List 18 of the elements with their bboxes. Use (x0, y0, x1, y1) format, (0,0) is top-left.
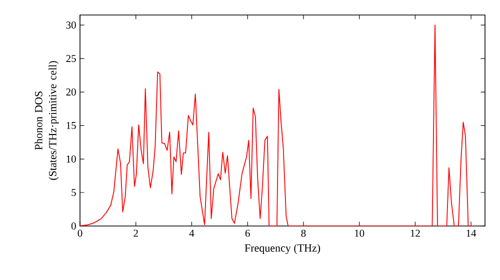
x-axis-title: Frequency (THz) (244, 244, 320, 254)
y-tick-label: 15 (66, 122, 76, 130)
y-tick-label: 20 (66, 88, 76, 96)
x-tick-label: 2 (134, 230, 138, 237)
line-series (80, 24, 474, 226)
x-tick-label: 8 (301, 230, 306, 237)
x-tick-label: 4 (189, 230, 194, 237)
y-tick-label: 0 (71, 222, 76, 230)
y-tick-label: 5 (72, 189, 76, 196)
x-tick-label: 10 (354, 230, 364, 237)
y-axis-title: Phonon DOS (States/THz·primitive cell) (34, 61, 59, 180)
x-tick-label: 6 (245, 230, 250, 237)
y-tick-label: 10 (66, 155, 76, 163)
x-tick-label: 0 (78, 230, 82, 237)
x-tick-label: 12 (410, 230, 420, 237)
x-tick-label: 14 (466, 230, 476, 237)
y-tick-label: 25 (66, 55, 76, 62)
y-tick-label: 30 (66, 22, 76, 29)
